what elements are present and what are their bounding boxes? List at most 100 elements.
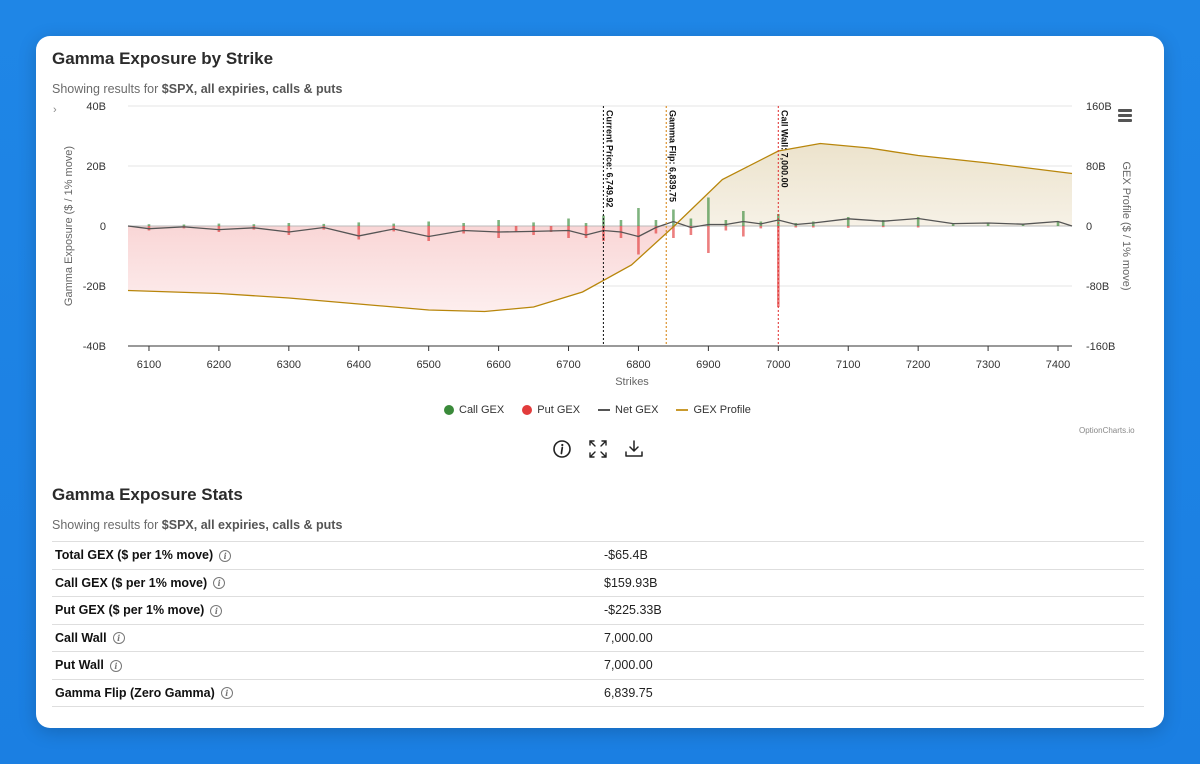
y-tick-label-right: -80B: [1086, 281, 1109, 293]
gex-bar: [689, 218, 693, 226]
stats-subtitle-bold: $SPX, all expiries, calls & puts: [161, 518, 343, 532]
legend-item[interactable]: Net GEX: [598, 404, 658, 416]
y-tick-label-right: 0: [1086, 221, 1092, 233]
legend-swatch: [598, 409, 611, 411]
x-tick-label: 6600: [486, 359, 510, 371]
info-icon[interactable]: i: [210, 604, 223, 617]
gex-bar: [619, 220, 623, 226]
info-icon[interactable]: [552, 439, 572, 459]
gex-bar: [654, 226, 658, 234]
table-row: Call GEX ($ per 1% move) i $159.93B: [52, 568, 1144, 597]
gex-bar: [846, 217, 850, 226]
gex-bar: [567, 218, 570, 226]
gex-bar: [532, 222, 535, 226]
info-icon[interactable]: i: [220, 687, 233, 700]
gex-bar: [637, 226, 640, 255]
legend-label: Net GEX: [615, 404, 659, 416]
y-axis-title-right: GEX Profile ($ / 1% move): [1120, 162, 1132, 291]
gex-bar: [881, 226, 885, 228]
gex-bar: [689, 226, 693, 235]
gex-card: Gamma Exposure by Strike Showing results…: [36, 36, 1164, 728]
legend-label: Put GEX: [537, 404, 581, 416]
table-row: Put GEX ($ per 1% move) i -$225.33B: [52, 596, 1144, 624]
table-row: Call Wall i 7,000.00: [52, 623, 1144, 652]
gex-bar: [846, 226, 850, 228]
x-tick-label: 6900: [696, 359, 720, 371]
y-tick-label-right: 160B: [1086, 101, 1112, 113]
chart-subtitle: Showing results for $SPX, all expiries, …: [52, 82, 342, 96]
gex-bar: [1021, 224, 1025, 226]
stat-label-cell: Call Wall i: [52, 623, 601, 652]
x-tick-label: 6100: [137, 359, 161, 371]
x-tick-label: 6700: [556, 359, 580, 371]
fullscreen-icon[interactable]: [588, 439, 608, 459]
gex-bar: [252, 224, 256, 226]
hamburger-menu-icon[interactable]: [1118, 109, 1132, 122]
gex-bar: [811, 221, 815, 226]
x-tick-label: 7100: [836, 359, 860, 371]
x-tick-label: 6300: [277, 359, 301, 371]
legend-item[interactable]: GEX Profile: [676, 404, 751, 416]
legend-swatch: [444, 405, 454, 415]
y-tick-label-left: -20B: [83, 281, 106, 293]
gex-profile-positive-area: [674, 143, 1072, 226]
x-tick-label: 6400: [347, 359, 371, 371]
gex-bar: [759, 226, 763, 229]
gex-bar: [811, 226, 815, 228]
gex-bar: [742, 226, 745, 237]
table-row: Gamma Flip (Zero Gamma) i 6,839.75: [52, 678, 1144, 707]
stat-value: 7,000.00: [601, 623, 1144, 652]
x-tick-label: 7000: [766, 359, 790, 371]
stat-label-cell: Total GEX ($ per 1% move) i: [52, 541, 601, 569]
download-icon[interactable]: [624, 439, 644, 459]
info-icon[interactable]: i: [112, 632, 125, 645]
gex-bar: [916, 217, 920, 226]
gex-bar: [217, 223, 221, 226]
legend-item[interactable]: Call GEX: [444, 404, 504, 416]
gex-profile-negative-area: [128, 226, 675, 312]
info-icon[interactable]: i: [109, 659, 122, 672]
gex-bar: [602, 226, 605, 241]
x-tick-label: 6800: [626, 359, 650, 371]
info-icon[interactable]: i: [213, 577, 226, 590]
chevron-right-icon[interactable]: ›: [53, 104, 57, 116]
gex-bar: [392, 223, 396, 226]
gex-bar: [287, 223, 291, 226]
chart-toolbar: [552, 439, 644, 459]
gex-bar: [532, 226, 535, 235]
gex-bar: [427, 226, 430, 241]
info-icon[interactable]: i: [219, 549, 232, 562]
gex-bar: [549, 226, 553, 232]
gex-bar: [1056, 221, 1060, 226]
y-tick-label-left: 20B: [86, 161, 106, 173]
gex-bar: [707, 226, 710, 253]
legend-item[interactable]: Put GEX: [522, 404, 580, 416]
stat-label-cell: Put Wall i: [52, 651, 601, 679]
table-row: Put Wall i 7,000.00: [52, 651, 1144, 679]
stat-label: Total GEX ($ per 1% move): [55, 548, 214, 563]
stats-subtitle: Showing results for $SPX, all expiries, …: [52, 518, 342, 532]
gex-bar: [916, 226, 920, 228]
stats-table: Total GEX ($ per 1% move) i -$65.4B Call …: [52, 541, 1144, 707]
x-tick-label: 7200: [906, 359, 930, 371]
gex-profile-line: [127, 142, 1073, 313]
x-tick-label: 6500: [416, 359, 440, 371]
chart-title: Gamma Exposure by Strike: [52, 49, 274, 68]
legend-swatch: [676, 409, 689, 411]
gex-bar: [357, 226, 361, 240]
gex-bar: [602, 215, 605, 226]
stat-value: -$65.4B: [601, 541, 1144, 569]
stat-value: $159.93B: [601, 568, 1144, 597]
gex-bar: [497, 220, 500, 226]
gex-bar: [724, 226, 728, 231]
y-tick-label-right: 80B: [1086, 161, 1106, 173]
stat-label-cell: Put GEX ($ per 1% move) i: [52, 596, 601, 624]
x-tick-label: 6200: [207, 359, 231, 371]
annotation-label: Call Wall: 7,000.00: [779, 110, 789, 188]
y-tick-label-left: -40B: [83, 341, 106, 353]
gex-bar: [427, 221, 430, 226]
chart-credit: OptionCharts.io: [1079, 426, 1135, 435]
gex-bar: [287, 226, 291, 235]
chart-subtitle-bold: $SPX, all expiries, calls & puts: [161, 82, 343, 96]
table-row: Total GEX ($ per 1% move) i -$65.4B: [52, 541, 1144, 569]
